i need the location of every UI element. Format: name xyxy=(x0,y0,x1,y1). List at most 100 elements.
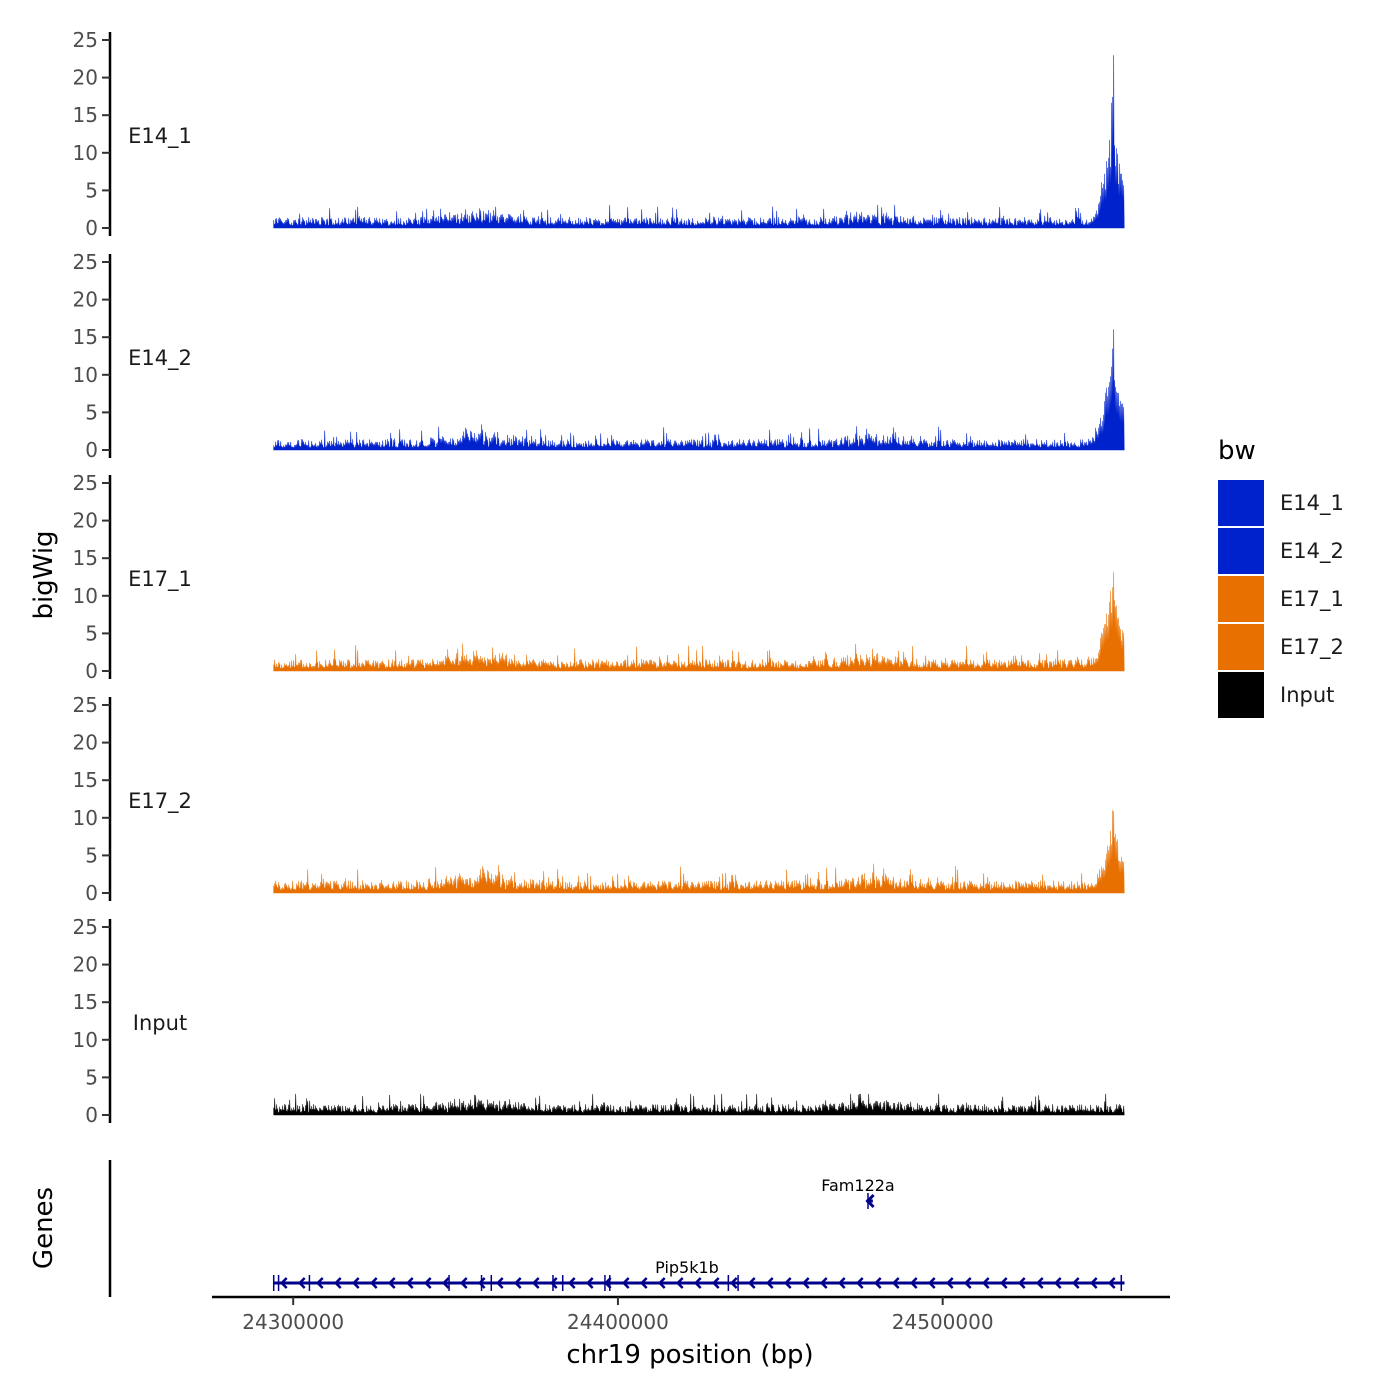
strand-arrow-Pip5k1b xyxy=(1053,1277,1062,1289)
legend-label: E17_1 xyxy=(1280,587,1344,612)
track-label: E14_1 xyxy=(128,124,192,149)
strand-arrow-Pip5k1b xyxy=(567,1277,576,1289)
y-tick-label: 20 xyxy=(73,509,98,533)
strand-arrow-Pip5k1b xyxy=(549,1277,558,1289)
x-tick-label: 24400000 xyxy=(567,1310,669,1334)
coverage-area-E17_1 xyxy=(273,572,1125,672)
track-label: E17_1 xyxy=(128,567,192,592)
strand-arrow-Pip5k1b xyxy=(495,1277,504,1289)
y-tick-label: 15 xyxy=(73,768,98,792)
strand-arrow-Pip5k1b xyxy=(765,1277,774,1289)
legend-key-E14_2 xyxy=(1218,528,1264,574)
legend-key-E17_2 xyxy=(1218,624,1264,670)
y-tick-label: 5 xyxy=(85,1065,98,1089)
x-axis-title: chr19 position (bp) xyxy=(566,1340,813,1370)
strand-arrow-Pip5k1b xyxy=(1035,1277,1044,1289)
strand-arrow-Pip5k1b xyxy=(333,1277,342,1289)
strand-arrow-Pip5k1b xyxy=(513,1277,522,1289)
strand-arrow-Pip5k1b xyxy=(729,1277,738,1289)
strand-arrow-Pip5k1b xyxy=(639,1277,648,1289)
y-tick-label: 0 xyxy=(85,1103,98,1127)
strand-arrow-Pip5k1b xyxy=(945,1277,954,1289)
strand-arrow-Pip5k1b xyxy=(693,1277,702,1289)
strand-arrow-Pip5k1b xyxy=(1017,1277,1026,1289)
y-tick-label: 20 xyxy=(73,953,98,977)
strand-arrow-Pip5k1b xyxy=(279,1277,288,1289)
strand-arrow-Fam122a xyxy=(865,1193,875,1209)
strand-arrow-Pip5k1b xyxy=(459,1277,468,1289)
strand-arrow-Pip5k1b xyxy=(387,1277,396,1289)
strand-arrow-Pip5k1b xyxy=(747,1277,756,1289)
y-tick-label: 25 xyxy=(73,250,98,274)
y-tick-label: 10 xyxy=(73,363,98,387)
legend-label: Input xyxy=(1280,683,1334,707)
strand-arrow-Pip5k1b xyxy=(423,1277,432,1289)
strand-arrow-Pip5k1b xyxy=(675,1277,684,1289)
y-tick-label: 0 xyxy=(85,438,98,462)
strand-arrow-Pip5k1b xyxy=(783,1277,792,1289)
strand-arrow-Pip5k1b xyxy=(297,1277,306,1289)
strand-arrow-Pip5k1b xyxy=(1089,1277,1098,1289)
y-tick-label: 0 xyxy=(85,881,98,905)
strand-arrow-Pip5k1b xyxy=(1107,1277,1116,1289)
y-tick-label: 10 xyxy=(73,584,98,608)
strand-arrow-Pip5k1b xyxy=(711,1277,720,1289)
y-tick-label: 0 xyxy=(85,659,98,683)
strand-arrow-Pip5k1b xyxy=(891,1277,900,1289)
y-tick-label: 5 xyxy=(85,178,98,202)
strand-arrow-Pip5k1b xyxy=(621,1277,630,1289)
coverage-area-E17_2 xyxy=(273,810,1125,894)
strand-arrow-Pip5k1b xyxy=(873,1277,882,1289)
gene-label-Fam122a: Fam122a xyxy=(821,1176,894,1195)
y-tick-label: 25 xyxy=(73,28,98,52)
y-tick-label: 5 xyxy=(85,843,98,867)
legend-label: E14_1 xyxy=(1280,491,1344,516)
legend-title: bw xyxy=(1218,436,1256,466)
strand-arrow-Pip5k1b xyxy=(801,1277,810,1289)
legend-label: E17_2 xyxy=(1280,635,1344,660)
coverage-area-E14_1 xyxy=(273,55,1125,229)
legend-key-E14_1 xyxy=(1218,480,1264,526)
genes-panel-label: Genes xyxy=(29,1187,59,1269)
track-label: E14_2 xyxy=(128,346,192,371)
strand-arrow-Pip5k1b xyxy=(657,1277,666,1289)
legend-label: E14_2 xyxy=(1280,539,1344,564)
strand-arrow-Pip5k1b xyxy=(531,1277,540,1289)
y-tick-label: 5 xyxy=(85,400,98,424)
strand-arrow-Pip5k1b xyxy=(927,1277,936,1289)
y-tick-label: 5 xyxy=(85,621,98,645)
y-tick-label: 10 xyxy=(73,141,98,165)
x-tick-label: 24300000 xyxy=(242,1310,344,1334)
strand-arrow-Pip5k1b xyxy=(369,1277,378,1289)
strand-arrow-Pip5k1b xyxy=(981,1277,990,1289)
track-label: E17_2 xyxy=(128,789,192,814)
strand-arrow-Pip5k1b xyxy=(963,1277,972,1289)
strand-arrow-Pip5k1b xyxy=(351,1277,360,1289)
strand-arrow-Pip5k1b xyxy=(315,1277,324,1289)
y-tick-label: 10 xyxy=(73,806,98,830)
strand-arrow-Pip5k1b xyxy=(855,1277,864,1289)
coverage-area-Input xyxy=(273,1093,1125,1116)
strand-arrow-Pip5k1b xyxy=(909,1277,918,1289)
coverage-area-E14_2 xyxy=(273,329,1125,451)
y-tick-label: 15 xyxy=(73,325,98,349)
strand-arrow-Pip5k1b xyxy=(585,1277,594,1289)
strand-arrow-Pip5k1b xyxy=(441,1277,450,1289)
y-tick-label: 10 xyxy=(73,1028,98,1052)
gene-label-Pip5k1b: Pip5k1b xyxy=(655,1258,719,1277)
x-tick-label: 24500000 xyxy=(892,1310,994,1334)
y-tick-label: 15 xyxy=(73,990,98,1014)
strand-arrow-Pip5k1b xyxy=(477,1277,486,1289)
strand-arrow-Pip5k1b xyxy=(1071,1277,1080,1289)
legend-key-E17_1 xyxy=(1218,576,1264,622)
y-tick-label: 25 xyxy=(73,693,98,717)
strand-arrow-Pip5k1b xyxy=(603,1277,612,1289)
track-label: Input xyxy=(133,1011,187,1035)
y-tick-label: 20 xyxy=(73,66,98,90)
y-tick-label: 25 xyxy=(73,471,98,495)
y-tick-label: 15 xyxy=(73,546,98,570)
y-tick-label: 20 xyxy=(73,731,98,755)
strand-arrow-Pip5k1b xyxy=(999,1277,1008,1289)
y-tick-label: 0 xyxy=(85,216,98,240)
